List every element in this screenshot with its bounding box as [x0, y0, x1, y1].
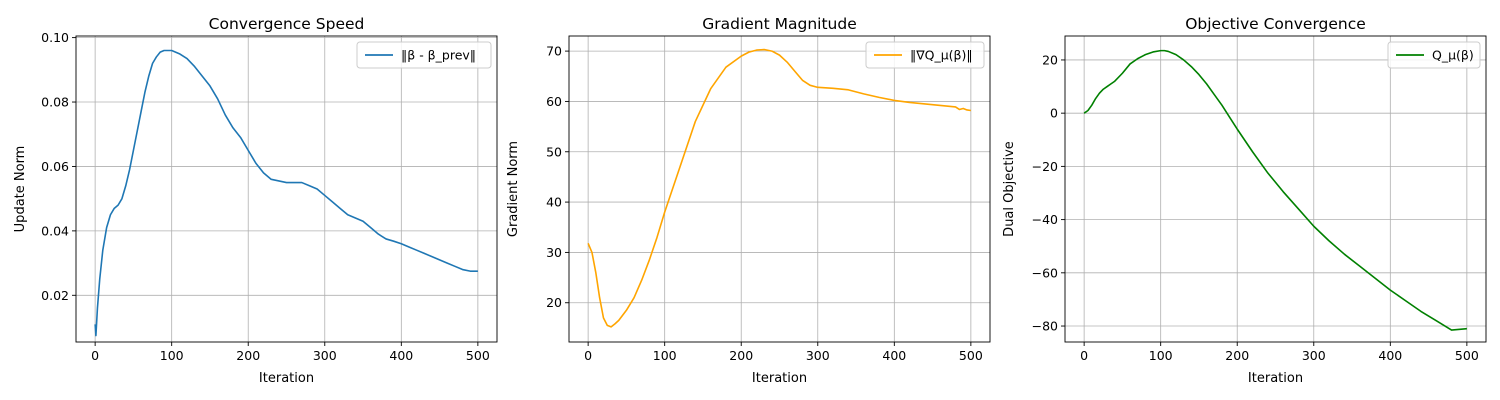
- chart-panel-1: 0 100 200 300 400 500 0.02 0.04 0.06 0.08 0.10 Conv…: [13, 15, 498, 386]
- x-tick-label: 0: [91, 348, 99, 363]
- legend-box: [1387, 41, 1481, 69]
- axes-frame: [568, 35, 991, 343]
- chart-title: Convergence Speed: [209, 15, 365, 33]
- y-tick-label: 40: [546, 195, 562, 210]
- series-line-1: [94, 49, 478, 337]
- x-tick-label: 500: [959, 348, 983, 363]
- x-tick-label: 500: [1455, 348, 1479, 363]
- y-tick-label: 20: [546, 295, 562, 310]
- x-axis-label: Iteration: [1248, 371, 1303, 386]
- y-tick-label: −40: [1032, 212, 1058, 227]
- y-axis-label: Dual Objective: [1002, 141, 1017, 237]
- y-axis-label: Gradient Norm: [506, 141, 521, 237]
- axes-frame: [75, 35, 498, 343]
- x-tick-label: 500: [466, 348, 490, 363]
- chart-title: Gradient Magnitude: [702, 15, 857, 33]
- legend: ‖∇Q_μ(β)‖: [865, 41, 985, 69]
- legend-label: ‖∇Q_μ(β)‖: [910, 48, 973, 63]
- x-tick-label: 200: [729, 348, 753, 363]
- legend: Q_μ(β): [1387, 41, 1481, 69]
- y-tick-label: −80: [1032, 319, 1058, 334]
- series-line-1: [587, 48, 971, 328]
- x-tick-label: 0: [1080, 348, 1088, 363]
- x-tick-label: 100: [1149, 348, 1173, 363]
- x-tick-label: 200: [1225, 348, 1249, 363]
- x-tick-label: 0: [584, 348, 592, 363]
- y-tick-label: 0: [1050, 106, 1058, 121]
- y-axis-label: Update Norm: [13, 146, 28, 233]
- y-tick-label: 20: [1042, 52, 1058, 67]
- x-tick-label: 400: [1378, 348, 1402, 363]
- y-tick-label: 0.08: [41, 95, 69, 110]
- x-tick-label: 400: [389, 348, 413, 363]
- y-tick-label: 50: [546, 144, 562, 159]
- y-tick-label: 0.04: [41, 223, 69, 238]
- x-tick-label: 300: [806, 348, 830, 363]
- x-tick-label: 300: [313, 348, 337, 363]
- x-tick-label: 300: [1302, 348, 1326, 363]
- chart-panel-2: 0 100 200 300 400 500 20 30 40 50 60 70 Gradient Mag…: [506, 15, 991, 386]
- series-line-1: [1083, 49, 1467, 331]
- legend-label: ‖β - β_prev‖: [401, 48, 476, 63]
- x-axis-label: Iteration: [752, 371, 807, 386]
- y-tick-label: −20: [1032, 159, 1058, 174]
- chart-title: Objective Convergence: [1185, 15, 1366, 33]
- legend-label: Q_μ(β): [1432, 48, 1474, 63]
- x-axis-label: Iteration: [259, 371, 314, 386]
- legend-box: [865, 41, 985, 69]
- y-tick-label: 30: [546, 245, 562, 260]
- y-tick-label: 0.10: [41, 30, 69, 45]
- x-tick-label: 200: [236, 348, 260, 363]
- y-tick-label: 0.02: [41, 288, 69, 303]
- y-tick-label: 0.06: [41, 159, 69, 174]
- y-tick-label: 70: [546, 44, 562, 59]
- legend: ‖β - β_prev‖: [356, 41, 492, 69]
- chart-panel-3: 0 100 200 300 400 500 −80 −60 −40 −20 0 20 Objective…: [1002, 15, 1487, 386]
- y-tick-label: −60: [1032, 265, 1058, 280]
- x-tick-label: 100: [653, 348, 677, 363]
- legend-box: [356, 41, 492, 69]
- y-tick-label: 60: [546, 94, 562, 109]
- axes-frame: [1064, 35, 1487, 343]
- x-tick-label: 400: [882, 348, 906, 363]
- x-tick-label: 100: [160, 348, 184, 363]
